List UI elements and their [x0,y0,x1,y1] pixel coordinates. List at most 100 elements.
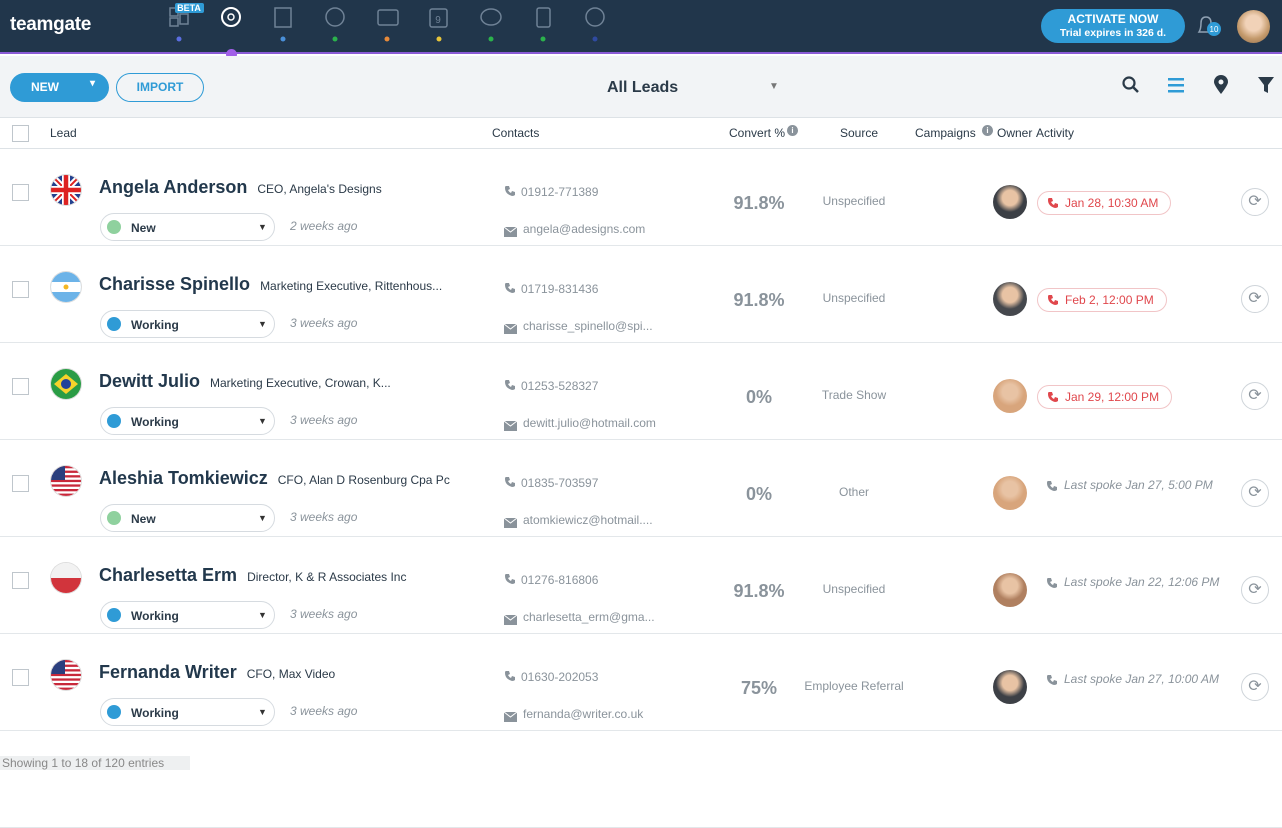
activity-text: Last spoke Jan 27, 5:00 PM [1064,478,1213,492]
phone[interactable]: 01630-202053 [521,670,599,684]
status-label: New [131,512,156,526]
lead-name[interactable]: Charisse Spinello [99,274,251,294]
status-dropdown[interactable]: Working ▼ [100,407,275,435]
email-icon [503,418,518,436]
convert-button[interactable]: ⟳ [1241,382,1269,410]
lead-title: Marketing Executive, Rittenhous... [260,279,443,293]
status-label: Working [131,706,179,720]
status-dropdown[interactable]: New ▼ [100,213,275,241]
row-checkbox[interactable] [12,378,29,395]
added-time: 3 weeks ago [290,704,358,718]
select-all[interactable] [12,125,29,142]
beta-badge: BETA [177,3,201,13]
source: Other [838,485,869,499]
convert-button[interactable]: ⟳ [1241,479,1269,507]
source: Employee Referral [804,679,904,693]
activity-pill[interactable]: Jan 29, 12:00 PM [1037,385,1173,409]
toolbar-icons [1122,75,1274,94]
new-label: NEW [31,80,59,94]
view-selector[interactable]: All Leads [607,79,679,96]
added-time: 3 weeks ago [290,510,358,524]
convert-button[interactable]: ⟳ [1241,576,1269,604]
lead-name-line: Charisse Spinello Marketing Executive, Ri… [99,274,442,295]
status-dot [107,511,121,525]
email[interactable]: dewitt.julio@hotmail.com [523,416,656,430]
convert-button[interactable]: ⟳ [1241,188,1269,216]
lead-name[interactable]: Fernanda Writer [99,662,237,682]
phone[interactable]: 01912-771389 [521,185,599,199]
email[interactable]: angela@adesigns.com [523,222,646,236]
country-flag [51,563,81,593]
lead-title: Marketing Executive, Crowan, K... [210,376,391,390]
row-checkbox[interactable] [12,572,29,589]
activity-pill[interactable]: Jan 28, 10:30 AM [1037,191,1172,215]
row-checkbox[interactable] [12,669,29,686]
status-dropdown[interactable]: Working ▼ [100,310,275,338]
phone-icon [504,378,516,396]
import-button[interactable]: IMPORT [116,73,204,102]
lead-name[interactable]: Charlesetta Erm [99,565,238,585]
convert-button[interactable]: ⟳ [1241,673,1269,701]
activity-icon [1046,479,1058,497]
email[interactable]: fernanda@writer.co.uk [523,707,644,721]
activate-label: ACTIVATE NOW [1067,12,1159,26]
new-button[interactable]: NEW ▾ [10,73,109,102]
user-avatar[interactable] [1237,10,1270,43]
row-checkbox[interactable] [12,281,29,298]
owner-avatar [993,379,1027,413]
status-caret: ▼ [258,513,267,523]
view-caret[interactable]: ▼ [769,81,779,92]
email[interactable]: atomkiewicz@hotmail.... [523,513,653,527]
activity-text: Last spoke Jan 22, 12:06 PM [1064,575,1220,589]
column-label: Lead [50,126,77,140]
lead-name[interactable]: Aleshia Tomkiewicz [99,468,268,488]
table-info: Showing 1 to 18 of 120 entries [0,756,190,770]
lead-row: Aleshia Tomkiewicz CFO, Alan D Rosenburg … [0,440,1282,537]
partial-row [0,731,1282,828]
phone[interactable]: 01253-528327 [521,379,599,393]
convert-rate: 75% [740,678,778,698]
convert-rate: 91.8% [733,290,785,310]
owner-avatar [993,476,1027,510]
activity-text: Feb 2, 12:00 PM [1065,293,1154,307]
phone-icon [504,669,516,687]
phone[interactable]: 01835-703597 [521,476,599,490]
lead-title: CFO, Alan D Rosenburg Cpa Pc [277,473,450,487]
activity-icon [1047,391,1059,406]
phone-icon [504,572,516,590]
owner-avatar [993,573,1027,607]
lead-row: Angela Anderson CEO, Angela's Designs New ▼… [0,149,1282,246]
status-dot [107,220,121,234]
status-dot [107,414,121,428]
activity-text: Last spoke Jan 27, 10:00 AM [1064,672,1219,686]
status-dropdown[interactable]: New ▼ [100,504,275,532]
email[interactable]: charlesetta_erm@gma... [523,610,655,624]
activate-button[interactable]: ACTIVATE NOW Trial expires in 326 d. [1041,9,1185,43]
status-caret: ▼ [258,610,267,620]
notification-count: 10 [1210,25,1219,34]
activity-text: Jan 28, 10:30 AM [1065,196,1159,210]
row-checkbox[interactable] [12,184,29,201]
phone-icon [504,184,516,202]
added-time: 3 weeks ago [290,413,358,427]
trial-label: Trial expires in 326 d. [1059,27,1167,39]
email-icon [503,612,518,630]
column-label: Campaigns [915,126,976,140]
activity-pill[interactable]: Feb 2, 12:00 PM [1037,288,1167,312]
email[interactable]: charisse_spinello@spi... [523,319,653,333]
logo[interactable]: teamgate [10,14,92,35]
column-label: Convert % [729,126,786,140]
column-label: Activity [1036,126,1075,140]
status-dropdown[interactable]: Working ▼ [100,698,275,726]
convert-button[interactable]: ⟳ [1241,285,1269,313]
phone[interactable]: 01719-831436 [521,282,599,296]
status-label: Working [131,609,179,623]
convert-rate: 91.8% [733,193,785,213]
notifications[interactable]: 10 [1195,14,1225,40]
lead-name[interactable]: Dewitt Julio [99,371,201,391]
phone[interactable]: 01276-816806 [521,573,599,587]
status-dropdown[interactable]: Working ▼ [100,601,275,629]
lead-name[interactable]: Angela Anderson [99,177,248,197]
row-checkbox[interactable] [12,475,29,492]
